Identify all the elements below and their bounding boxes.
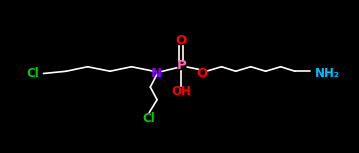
Text: Cl: Cl — [26, 67, 39, 80]
Text: NH₂: NH₂ — [315, 67, 340, 80]
Text: P: P — [176, 60, 186, 73]
Text: O: O — [176, 34, 187, 47]
Text: OH: OH — [171, 85, 191, 98]
Text: N: N — [151, 67, 162, 80]
Text: O: O — [196, 67, 207, 80]
Text: Cl: Cl — [143, 112, 155, 125]
